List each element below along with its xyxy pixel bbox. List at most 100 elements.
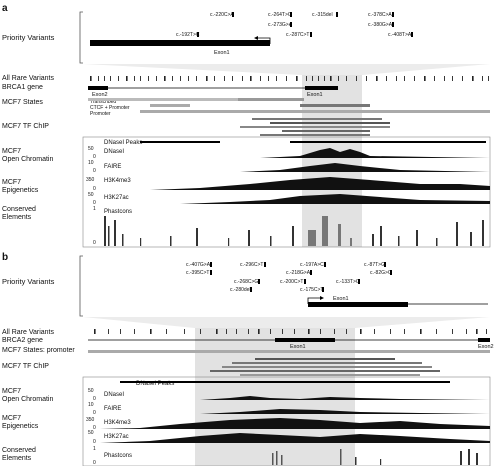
faire-track-label: FAIRE — [104, 164, 121, 170]
faire-signal — [100, 409, 490, 414]
variant-tick — [104, 76, 105, 81]
gene-exon-block — [305, 86, 338, 90]
variant-tick — [306, 76, 307, 81]
dnase-peaks-label: DNaseI Peaks — [104, 140, 142, 146]
variant-tick — [360, 329, 362, 334]
variant-tick — [148, 76, 149, 81]
variant-label: c.-220C>A — [210, 12, 234, 18]
state-bar-ctcf — [150, 104, 190, 107]
variant-label: c.-218G>A — [286, 270, 311, 276]
conserved-label-line2: Elements — [2, 455, 32, 462]
variant-tick — [90, 76, 92, 81]
rare-variant-ticks — [94, 329, 487, 334]
variant-label: c.-87T>G — [364, 262, 385, 268]
variant-tick — [236, 329, 237, 334]
open-chromatin-label-line2: Open Chromatin — [2, 396, 53, 403]
variant-tick — [468, 449, 470, 465]
variant-tick — [140, 76, 141, 81]
variant-label: c.-197A>C — [300, 262, 324, 268]
variant-label: c.-82G>C — [370, 270, 392, 276]
epigenetics-label-line2: Epigenetics — [2, 187, 39, 194]
state-name: CTCF + Promoter — [90, 105, 130, 111]
variant-tick — [184, 329, 185, 334]
variant-tick — [488, 76, 489, 81]
variant-tick — [434, 76, 435, 81]
variant-tick — [270, 329, 271, 334]
variant-tick — [216, 329, 218, 334]
variant-markers — [210, 262, 392, 292]
variant-labels: c.-220C>A c.-264T>G c.-315del c.-378C>A … — [176, 12, 412, 38]
zoom-connector — [83, 317, 490, 328]
variant-tick — [120, 329, 121, 334]
h3k4me3-signal — [100, 418, 490, 429]
variant-tick — [380, 226, 382, 246]
phastcons-track-label: Phastcons — [104, 453, 132, 459]
variant-tick — [226, 329, 227, 334]
tf-chip-bars — [210, 358, 440, 376]
variant-tick — [108, 329, 109, 334]
h3k27ac-signal — [100, 433, 490, 443]
h3k4me3-signal — [100, 177, 490, 190]
dnase-axis-max: 50 — [88, 388, 94, 394]
variant-tick — [272, 453, 274, 465]
variant-tick — [355, 457, 357, 465]
variant-tick — [482, 76, 483, 81]
variant-tick — [470, 232, 472, 246]
variant-tick — [416, 230, 418, 246]
epigenetics-label-line1: MCF7 — [2, 179, 21, 186]
faire-signal — [100, 163, 490, 172]
variant-tick — [200, 329, 201, 334]
h3k4me3-track-label: H3K4me3 — [104, 420, 131, 426]
variant-tick — [350, 238, 352, 246]
variant-tick — [372, 234, 374, 246]
state-name: Transcribed — [90, 99, 116, 105]
variant-tick — [404, 76, 405, 81]
h3k4me3-axis-max: 350 — [86, 417, 95, 423]
variant-tick — [281, 455, 283, 465]
state-bar-transcribed — [88, 98, 238, 101]
variant-tick — [436, 329, 437, 334]
state-bar-transcribed — [238, 98, 304, 101]
variant-tick — [156, 76, 157, 81]
variant-tick — [110, 76, 111, 81]
variant-tick — [466, 329, 467, 334]
variant-tick — [276, 451, 278, 465]
variant-tick — [366, 76, 367, 81]
variant-tick — [214, 76, 215, 81]
state-bar-ctcf — [300, 104, 370, 107]
gene-exon-label: Exon2 — [92, 92, 108, 98]
variant-tick — [282, 329, 283, 334]
panel-letter: b — [2, 252, 8, 263]
variant-tick — [380, 459, 382, 465]
variant-tick — [94, 329, 96, 334]
variant-tick — [98, 76, 99, 81]
h3k27ac-track-label: H3K27ac — [104, 195, 129, 201]
zoom-region-shade — [302, 75, 362, 247]
conserved-label-line1: Conserved — [2, 206, 36, 213]
variant-tick — [346, 76, 347, 81]
variant-tick — [150, 329, 152, 334]
dnase-peaks-label: DNaseI Peaks — [136, 381, 174, 387]
open-chromatin-label-line1: MCF7 — [2, 148, 21, 155]
variant-tick — [172, 76, 173, 81]
faire-axis-min: 0 — [93, 410, 96, 416]
variant-label: c.-192T>C — [176, 32, 200, 38]
faire-axis-max: 10 — [88, 402, 94, 408]
variant-tick — [398, 236, 400, 246]
gene-exon-block — [478, 338, 490, 342]
variant-tick — [122, 234, 124, 246]
variant-tick — [334, 329, 335, 334]
dnase-track-label: DNaseI — [104, 392, 124, 398]
variant-tick — [338, 76, 339, 81]
variant-tick — [318, 76, 319, 81]
phastcons-track-label: Phastcons — [104, 209, 132, 215]
priority-bracket — [79, 255, 83, 317]
variant-tick — [286, 76, 287, 81]
gene-exon-label: Exon1 — [290, 344, 306, 350]
variant-tick — [268, 76, 269, 81]
variant-labels: c.-407G>A c.-296C>T c.-197A>C c.-87T>G c… — [186, 262, 392, 293]
zoom-exon-block — [90, 40, 270, 46]
state-bar-promoter — [140, 110, 490, 113]
variant-label: c.-264T>G — [268, 12, 292, 18]
zoom-exon-block — [308, 302, 408, 307]
